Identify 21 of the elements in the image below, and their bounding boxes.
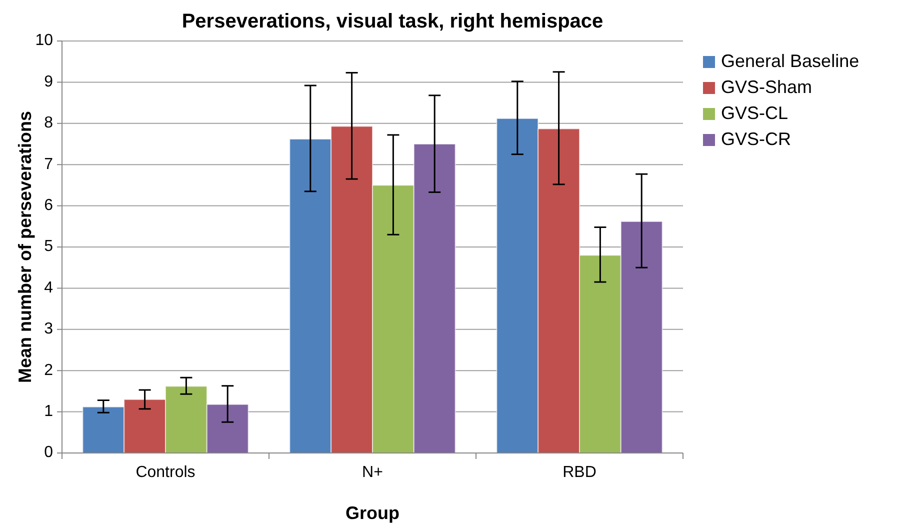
- legend-label: General Baseline: [721, 50, 860, 71]
- y-tick-label: 4: [44, 279, 54, 296]
- x-axis-title: Group: [346, 503, 400, 523]
- y-tick-label: 9: [44, 73, 54, 90]
- y-tick-label: 1: [44, 403, 54, 420]
- x-tick-label: N+: [362, 464, 383, 482]
- x-tick-label: RBD: [562, 464, 596, 482]
- y-tick-label: 2: [44, 362, 54, 379]
- y-tick-label: 3: [44, 320, 54, 338]
- y-tick-label: 7: [44, 156, 54, 173]
- legend-label: GVS-CR: [721, 128, 792, 149]
- y-tick-label: 6: [44, 197, 54, 214]
- legend-label: GVS-Sham: [721, 76, 812, 97]
- y-tick-label: 0: [44, 444, 54, 462]
- legend-label: GVS-CL: [721, 102, 788, 123]
- x-tick-label: Controls: [136, 464, 196, 482]
- chart-title: Perseverations, visual task, right hemispace: [182, 10, 604, 32]
- y-tick-label: 5: [44, 238, 54, 256]
- y-axis-title: Mean number of perseverations: [14, 110, 35, 384]
- y-tick-label: 8: [44, 114, 54, 132]
- y-tick-label: 10: [35, 32, 54, 50]
